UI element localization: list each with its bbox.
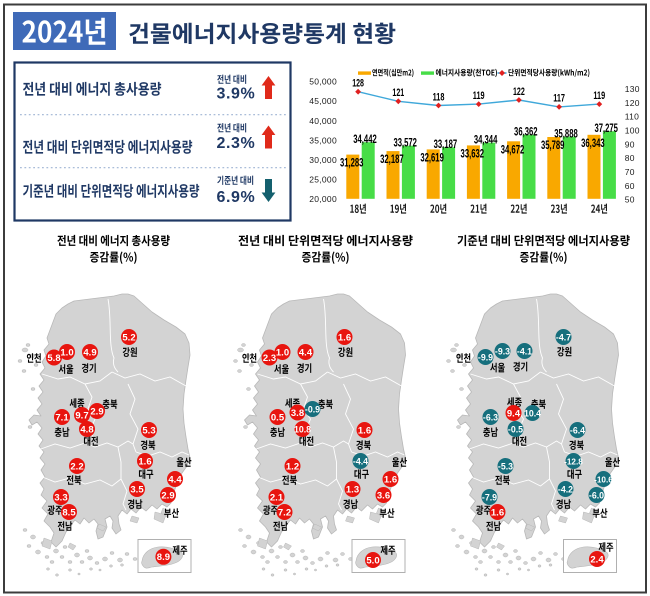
svg-text:35,000: 35,000 <box>309 135 337 145</box>
svg-text:5.2: 5.2 <box>122 332 135 343</box>
svg-text:4.4: 4.4 <box>299 347 313 358</box>
svg-text:34,344: 34,344 <box>474 134 498 146</box>
svg-text:2.9: 2.9 <box>161 490 174 501</box>
svg-text:2.4: 2.4 <box>590 554 604 565</box>
svg-text:10.4: 10.4 <box>524 408 541 418</box>
svg-text:-4.7: -4.7 <box>556 332 571 342</box>
svg-text:100: 100 <box>625 126 640 136</box>
svg-text:1.0: 1.0 <box>60 347 73 358</box>
svg-text:120: 120 <box>625 98 640 108</box>
svg-text:4.4: 4.4 <box>168 474 182 485</box>
svg-text:122: 122 <box>513 86 525 98</box>
svg-text:1.2: 1.2 <box>286 461 299 472</box>
svg-text:90: 90 <box>625 139 635 149</box>
svg-text:9.7: 9.7 <box>75 410 88 421</box>
svg-text:128: 128 <box>352 78 364 90</box>
svg-text:80: 80 <box>625 153 635 163</box>
svg-text:-9.3: -9.3 <box>495 346 510 356</box>
svg-text:-12.8: -12.8 <box>564 457 583 466</box>
svg-text:121: 121 <box>392 87 404 99</box>
svg-text:7.1: 7.1 <box>55 412 69 423</box>
svg-text:1.6: 1.6 <box>138 456 151 467</box>
svg-text:36,362: 36,362 <box>514 126 538 138</box>
svg-text:8.5: 8.5 <box>62 507 76 518</box>
svg-text:3.6: 3.6 <box>377 490 390 501</box>
svg-text:25,000: 25,000 <box>309 175 337 185</box>
svg-text:37,275: 37,275 <box>594 123 618 135</box>
svg-text:70: 70 <box>625 167 635 177</box>
svg-text:3.9%: 3.9% <box>217 86 256 103</box>
svg-text:8.9: 8.9 <box>157 552 170 563</box>
svg-text:-4.2: -4.2 <box>558 484 573 494</box>
svg-text:-6.0: -6.0 <box>589 490 604 500</box>
svg-text:2.3%: 2.3% <box>217 135 256 152</box>
svg-text:118: 118 <box>433 91 445 103</box>
svg-text:-4.1: -4.1 <box>517 346 532 356</box>
svg-text:130: 130 <box>625 84 640 94</box>
svg-text:5.8: 5.8 <box>47 353 60 364</box>
svg-text:10.8: 10.8 <box>294 424 311 434</box>
svg-text:2.2: 2.2 <box>70 461 83 472</box>
svg-text:9.4: 9.4 <box>507 408 521 419</box>
svg-text:1.6: 1.6 <box>384 474 397 485</box>
svg-text:6.9%: 6.9% <box>217 189 256 206</box>
svg-text:60: 60 <box>625 181 635 191</box>
svg-text:0.5: 0.5 <box>271 412 285 423</box>
svg-text:32,619: 32,619 <box>420 153 444 165</box>
svg-text:5.3: 5.3 <box>142 425 155 436</box>
svg-text:50: 50 <box>625 195 635 205</box>
svg-text:-6.4: -6.4 <box>570 425 585 435</box>
svg-text:-0.5: -0.5 <box>508 424 523 434</box>
svg-text:36,343: 36,343 <box>581 138 605 150</box>
svg-text:1.6: 1.6 <box>358 425 371 436</box>
svg-text:3.5: 3.5 <box>130 484 144 495</box>
svg-text:45,000: 45,000 <box>309 96 337 106</box>
svg-text:110: 110 <box>625 112 639 122</box>
svg-text:1.6: 1.6 <box>338 332 351 343</box>
svg-text:33,632: 33,632 <box>461 149 485 161</box>
svg-text:3.8: 3.8 <box>291 408 304 419</box>
svg-text:40,000: 40,000 <box>309 116 337 126</box>
svg-text:3.3: 3.3 <box>54 492 67 503</box>
svg-text:-7.9: -7.9 <box>482 492 497 502</box>
svg-text:2.3: 2.3 <box>263 353 276 364</box>
svg-text:119: 119 <box>473 90 485 102</box>
svg-text:1.3: 1.3 <box>346 484 359 495</box>
svg-text:-4.4: -4.4 <box>353 456 368 466</box>
svg-text:2.1: 2.1 <box>270 492 284 503</box>
svg-text:-6.3: -6.3 <box>483 412 498 422</box>
svg-text:-5.3: -5.3 <box>498 461 513 471</box>
svg-text:-9.9: -9.9 <box>478 352 493 362</box>
svg-text:4.9: 4.9 <box>83 347 96 358</box>
svg-text:33,572: 33,572 <box>393 137 417 149</box>
svg-text:33,187: 33,187 <box>434 139 458 151</box>
svg-text:50,000: 50,000 <box>309 77 337 87</box>
svg-text:31,283: 31,283 <box>340 158 364 170</box>
svg-text:35,888: 35,888 <box>554 128 578 140</box>
svg-text:34,442: 34,442 <box>353 134 377 146</box>
svg-text:1.0: 1.0 <box>276 347 289 358</box>
svg-text:1.6: 1.6 <box>491 507 504 518</box>
svg-text:-0.9: -0.9 <box>305 404 320 414</box>
svg-text:30,000: 30,000 <box>309 155 337 165</box>
svg-text:2.9: 2.9 <box>90 406 103 417</box>
svg-text:20,000: 20,000 <box>309 194 337 204</box>
svg-text:119: 119 <box>593 90 605 102</box>
svg-text:7.2: 7.2 <box>278 507 291 518</box>
svg-text:117: 117 <box>553 93 565 105</box>
svg-text:34,672: 34,672 <box>501 144 525 156</box>
svg-text:5.0: 5.0 <box>366 555 379 566</box>
svg-text:-10.6: -10.6 <box>594 475 613 484</box>
svg-text:35,789: 35,789 <box>541 140 565 152</box>
svg-text:32,187: 32,187 <box>380 154 404 166</box>
svg-text:4.8: 4.8 <box>80 424 93 435</box>
